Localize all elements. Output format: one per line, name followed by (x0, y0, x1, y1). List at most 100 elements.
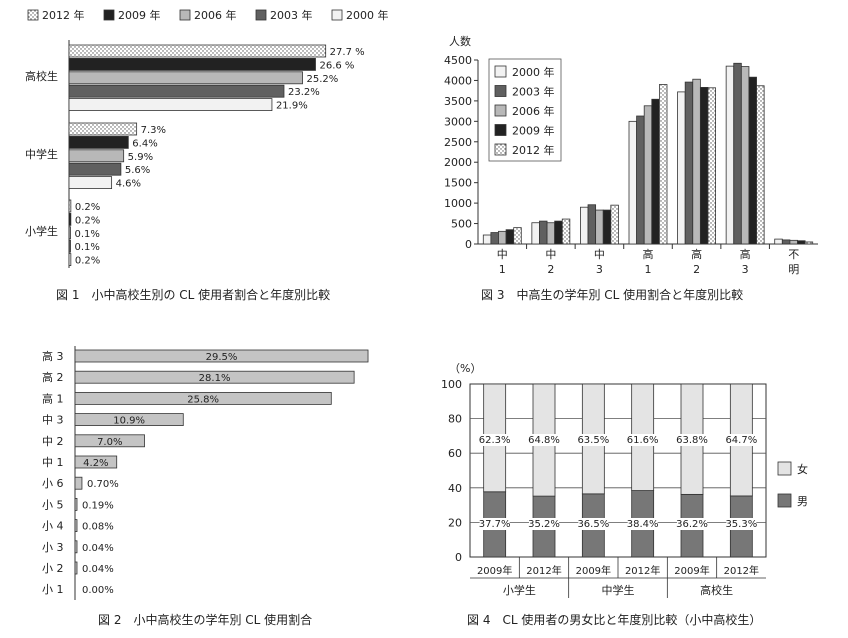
fig2-category-label: 小 5 (42, 498, 64, 511)
fig3-y-tick-label: 4000 (444, 74, 472, 87)
fig1-legend-label: 2009 年 (118, 8, 161, 22)
fig3-y-tick-label: 3500 (444, 95, 472, 108)
fig4-legend-swatch (777, 461, 792, 476)
fig1-bar-label: 4.6% (116, 179, 141, 190)
fig3-bar (740, 66, 750, 245)
fig1-bar (68, 122, 138, 136)
fig1-bar-label: 25.2% (307, 74, 339, 85)
fig1-bar-label: 0.2% (75, 202, 100, 213)
fig3-bar (707, 87, 716, 245)
fig3-title: 図 3 中高生の学年別 CL 使用割合と年度別比較 (481, 287, 743, 302)
fig2-bar (74, 540, 78, 554)
fig3-bar (684, 81, 694, 245)
fig3-y-tick-label: 500 (451, 218, 472, 231)
fig2-bar (74, 455, 118, 469)
fig4-label-bg (529, 518, 559, 530)
fig4-male-label: 36.5% (577, 519, 609, 530)
fig2-bar (74, 349, 369, 363)
fig2-bar (74, 561, 78, 575)
fig3-legend-label: 2012 年 (512, 143, 555, 157)
fig1-bar-label: 21.9% (276, 101, 308, 112)
fig4-x-tick-label: 2009年 (576, 564, 611, 577)
fig4-y-tick-label: 40 (448, 482, 462, 495)
fig1-bar (68, 84, 285, 98)
fig4-x-tick-label: 2009年 (477, 564, 512, 577)
fig4-y-tick-label: 60 (448, 447, 462, 460)
fig4-label-bg (726, 434, 757, 446)
fig4-group-label: 中学生 (602, 583, 635, 597)
fig1-legend-swatch (331, 9, 343, 21)
fig4-label-bg (578, 434, 609, 446)
fig4-female-label: 62.3% (479, 435, 511, 446)
fig3-bar (595, 209, 604, 245)
fig3-x-tick-label: 2 (693, 263, 700, 276)
fig2-category-label: 高 1 (42, 391, 64, 405)
fig1-bar (68, 176, 113, 190)
fig1-bar (68, 98, 273, 111)
fig4-group-label: 小学生 (503, 583, 536, 597)
fig3-bar (554, 220, 563, 245)
fig4-label-bg (529, 434, 559, 446)
fig3-legend-swatch (494, 65, 507, 78)
fig3-x-tick-label: 高 (740, 247, 751, 261)
fig4-legend-label: 女 (797, 462, 808, 476)
fig3-bar (513, 227, 522, 245)
fig1-bar (68, 199, 72, 213)
fig4-x-tick-label: 2009年 (674, 564, 709, 577)
fig2-bar (74, 391, 332, 405)
fig1-bar (68, 58, 316, 71)
fig1-legend-swatch (255, 9, 267, 21)
fig4-label-bg (479, 434, 510, 446)
fig1-legend-swatch (27, 9, 39, 21)
fig3-bar (774, 238, 783, 245)
fig3-y-tick-label: 0 (465, 238, 472, 251)
fig3-x-tick-label: 高 (691, 247, 702, 261)
fig4-female-label: 63.8% (676, 435, 708, 446)
fig2-category-label: 中 2 (42, 435, 64, 448)
fig3-bar (725, 65, 735, 245)
fig4-ylabel: （%） (449, 362, 481, 375)
fig4-label-bg (726, 518, 757, 530)
fig3-legend-label: 2000 年 (512, 65, 555, 79)
fig2-bar-label: 0.00% (82, 585, 114, 596)
fig3-x-tick-label: 1 (499, 263, 506, 276)
fig2-category-label: 小 4 (42, 520, 64, 533)
fig3-x-tick-label: 3 (742, 263, 749, 276)
fig4-y-tick-label: 80 (448, 413, 462, 426)
fig3-x-tick-label: 3 (596, 263, 603, 276)
fig1-legend-label: 2003 年 (270, 8, 313, 22)
fig1-legend-swatch (103, 9, 115, 21)
fig3-bar (789, 239, 798, 245)
fig3-x-tick-label: 高 (643, 247, 654, 261)
fig1-bar (68, 212, 72, 226)
fig2-bar (74, 370, 355, 384)
fig3-y-tick-label: 3000 (444, 115, 472, 128)
fig1-bar-label: 27.7 % (330, 47, 365, 58)
fig2-bar (74, 434, 145, 448)
fig2-bar-label: 28.1% (199, 373, 231, 384)
fig1-bar (68, 239, 71, 253)
fig3-bar (677, 91, 686, 245)
fig4-male-label: 35.2% (528, 519, 560, 530)
fig3-x-tick-label: 2 (547, 263, 554, 276)
fig2-bar-label: 0.19% (82, 500, 114, 511)
fig2-bar-label: 7.0% (97, 437, 122, 448)
fig3-bar (587, 204, 597, 245)
fig3-bar (651, 98, 660, 245)
fig3-chart: 人数 0 500 1000 1500 2000 2500 3000 3500 4000 4500 中… (444, 35, 818, 302)
fig1-title: 図 1 小中高校生別の CL 使用者割合と年度別比較 (56, 287, 330, 302)
fig3-legend: 2000 年 2003 年 2006 年 2009 年 2012 年 (488, 58, 562, 162)
fig3-y-tick-label: 1500 (444, 177, 472, 190)
fig1-legend: 2012 年 2009 年 2006 年 2003 年 2000 年 (27, 8, 389, 22)
fig3-bar (804, 241, 814, 245)
fig1-legend-label: 2012 年 (42, 8, 85, 22)
fig1-bar-label: 0.2% (75, 256, 100, 267)
fig3-bar (748, 76, 757, 245)
fig3-ylabel: 人数 (449, 35, 471, 48)
fig3-bar (781, 239, 791, 245)
fig2-bar (74, 519, 78, 532)
fig3-bar (756, 85, 765, 245)
fig3-x-tick-label: 中 (545, 248, 556, 261)
fig4-label-bg (578, 518, 609, 530)
